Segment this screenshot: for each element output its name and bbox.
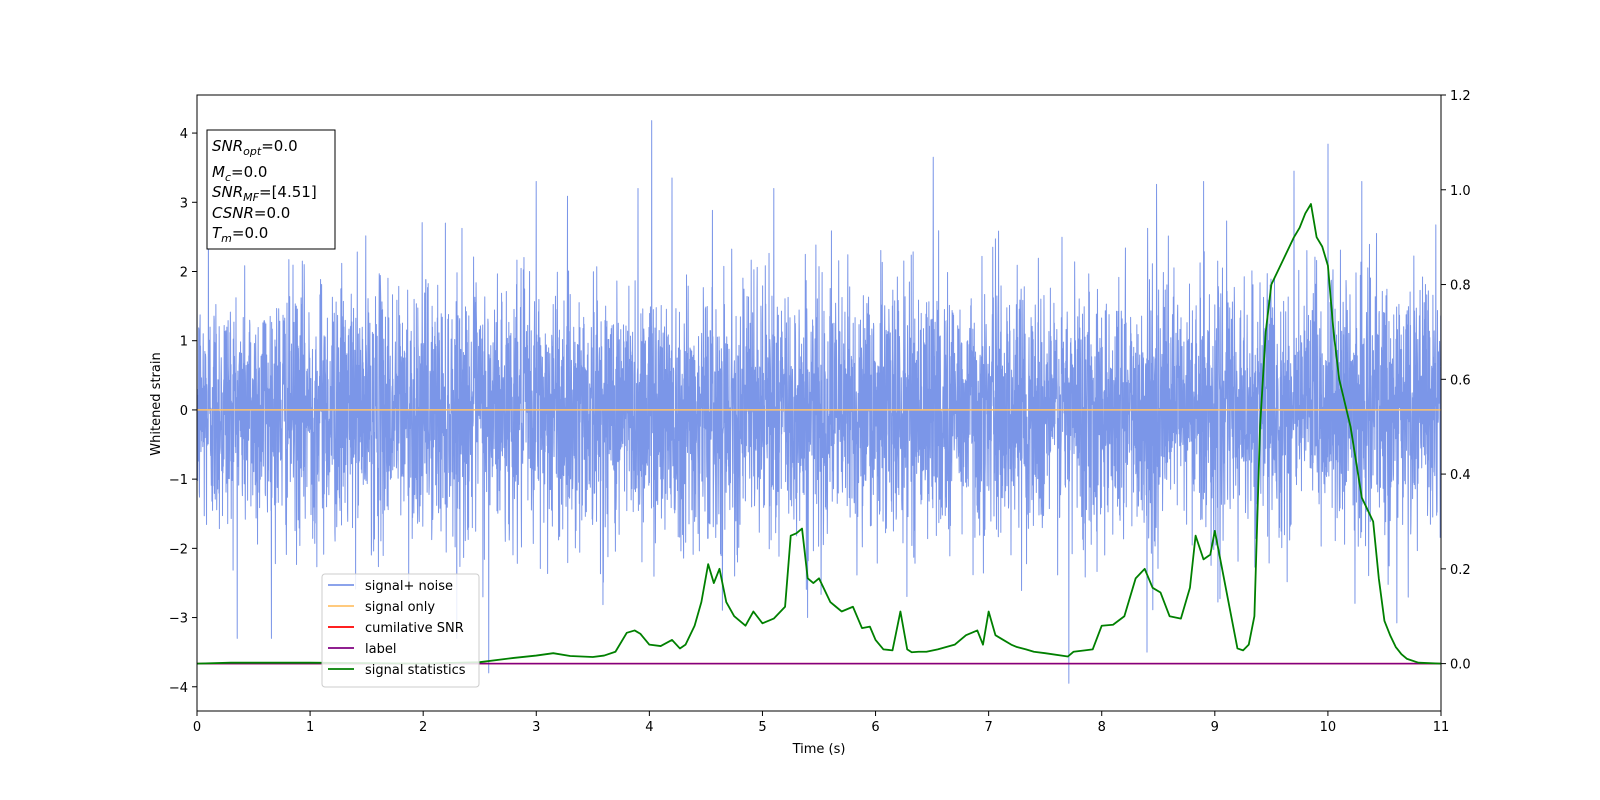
info-value: =0.0 [232, 224, 268, 242]
legend-box [321, 573, 480, 688]
legend-entry-label: signal statistics [365, 663, 466, 678]
legend: signal+ noise signal only cumilative SNR la… [321, 573, 480, 688]
x-tick-label: 5 [758, 720, 766, 735]
x-axis-label: Time (s) [792, 742, 846, 757]
left-y-tick-label: 4 [180, 127, 188, 142]
info-subscript: opt [243, 145, 262, 158]
left-y-tick-label: 1 [180, 335, 188, 350]
left-y-tick-label: −2 [169, 542, 188, 557]
x-tick-label: 10 [1320, 720, 1337, 735]
info-box: SNRopt=0.0Mc=0.0SNRMF=[4.51]CSNR=0.0Tm=0… [206, 129, 336, 250]
right-y-tick-label: 1.2 [1450, 89, 1471, 104]
series-line-signal-noise [197, 120, 1441, 684]
x-axis-ticks: 0 1 2 3 4 5 6 7 8 9 10 11 [193, 711, 1449, 735]
x-tick-label: 7 [984, 720, 992, 735]
info-box-line: Tm=0.0 [212, 224, 268, 245]
right-y-tick-label: 0.2 [1450, 563, 1471, 578]
x-tick-label: 1 [306, 720, 314, 735]
x-tick-label: 6 [871, 720, 879, 735]
legend-entry-label: signal only [365, 600, 435, 615]
series-line-signal-statistics [197, 203, 1441, 665]
info-value: =0.0 [261, 137, 297, 155]
info-symbol: SNR [212, 137, 243, 155]
right-y-tick-label: 0.0 [1450, 658, 1471, 673]
info-value: =0.0 [254, 204, 290, 222]
x-tick-label: 0 [193, 720, 201, 735]
info-symbol: T [212, 224, 223, 242]
left-y-tick-label: 2 [180, 265, 188, 280]
x-tick-label: 4 [645, 720, 653, 735]
info-subscript: m [221, 232, 232, 245]
info-value: =[4.51] [259, 183, 317, 201]
info-box-line: SNRopt=0.0 [212, 137, 298, 158]
left-y-tick-label: −4 [169, 681, 188, 696]
info-box-line: SNRMF=[4.51] [212, 183, 317, 204]
legend-entry-label: signal+ noise [365, 579, 453, 594]
info-box-frame [206, 129, 336, 250]
x-tick-label: 8 [1098, 720, 1106, 735]
right-y-axis-ticks: 0.0 0.2 0.4 0.6 0.8 1.0 1.2 [1441, 89, 1471, 673]
info-subscript: MF [243, 191, 259, 204]
info-value: =0.0 [231, 163, 267, 181]
info-symbol: SNR [212, 183, 243, 201]
left-y-tick-label: −1 [169, 473, 188, 488]
x-tick-label: 2 [419, 720, 427, 735]
plot-frame [196, 94, 1442, 712]
right-y-tick-label: 0.8 [1450, 279, 1471, 294]
legend-entry-label: cumilative SNR [365, 621, 464, 636]
right-y-tick-label: 0.4 [1450, 468, 1471, 483]
info-box-line: Mc=0.0 [212, 163, 267, 184]
left-y-tick-label: −3 [169, 612, 188, 627]
info-symbol: CSNR [212, 204, 254, 222]
x-tick-label: 3 [532, 720, 540, 735]
right-y-tick-label: 1.0 [1450, 184, 1471, 199]
info-box-line: CSNR=0.0 [212, 204, 290, 222]
y-axis-label: Whitened strain [149, 352, 164, 455]
left-y-tick-label: 0 [180, 404, 188, 419]
info-subscript: c [225, 171, 231, 184]
x-tick-label: 9 [1211, 720, 1219, 735]
left-y-tick-label: 3 [180, 196, 188, 211]
right-y-tick-label: 0.6 [1450, 373, 1471, 388]
info-symbol: M [212, 163, 225, 181]
legend-entry-label: label [365, 642, 396, 657]
x-tick-label: 11 [1433, 720, 1450, 735]
left-y-axis-ticks: −4 −3 −2 −1 0 1 2 3 4 [169, 127, 197, 696]
